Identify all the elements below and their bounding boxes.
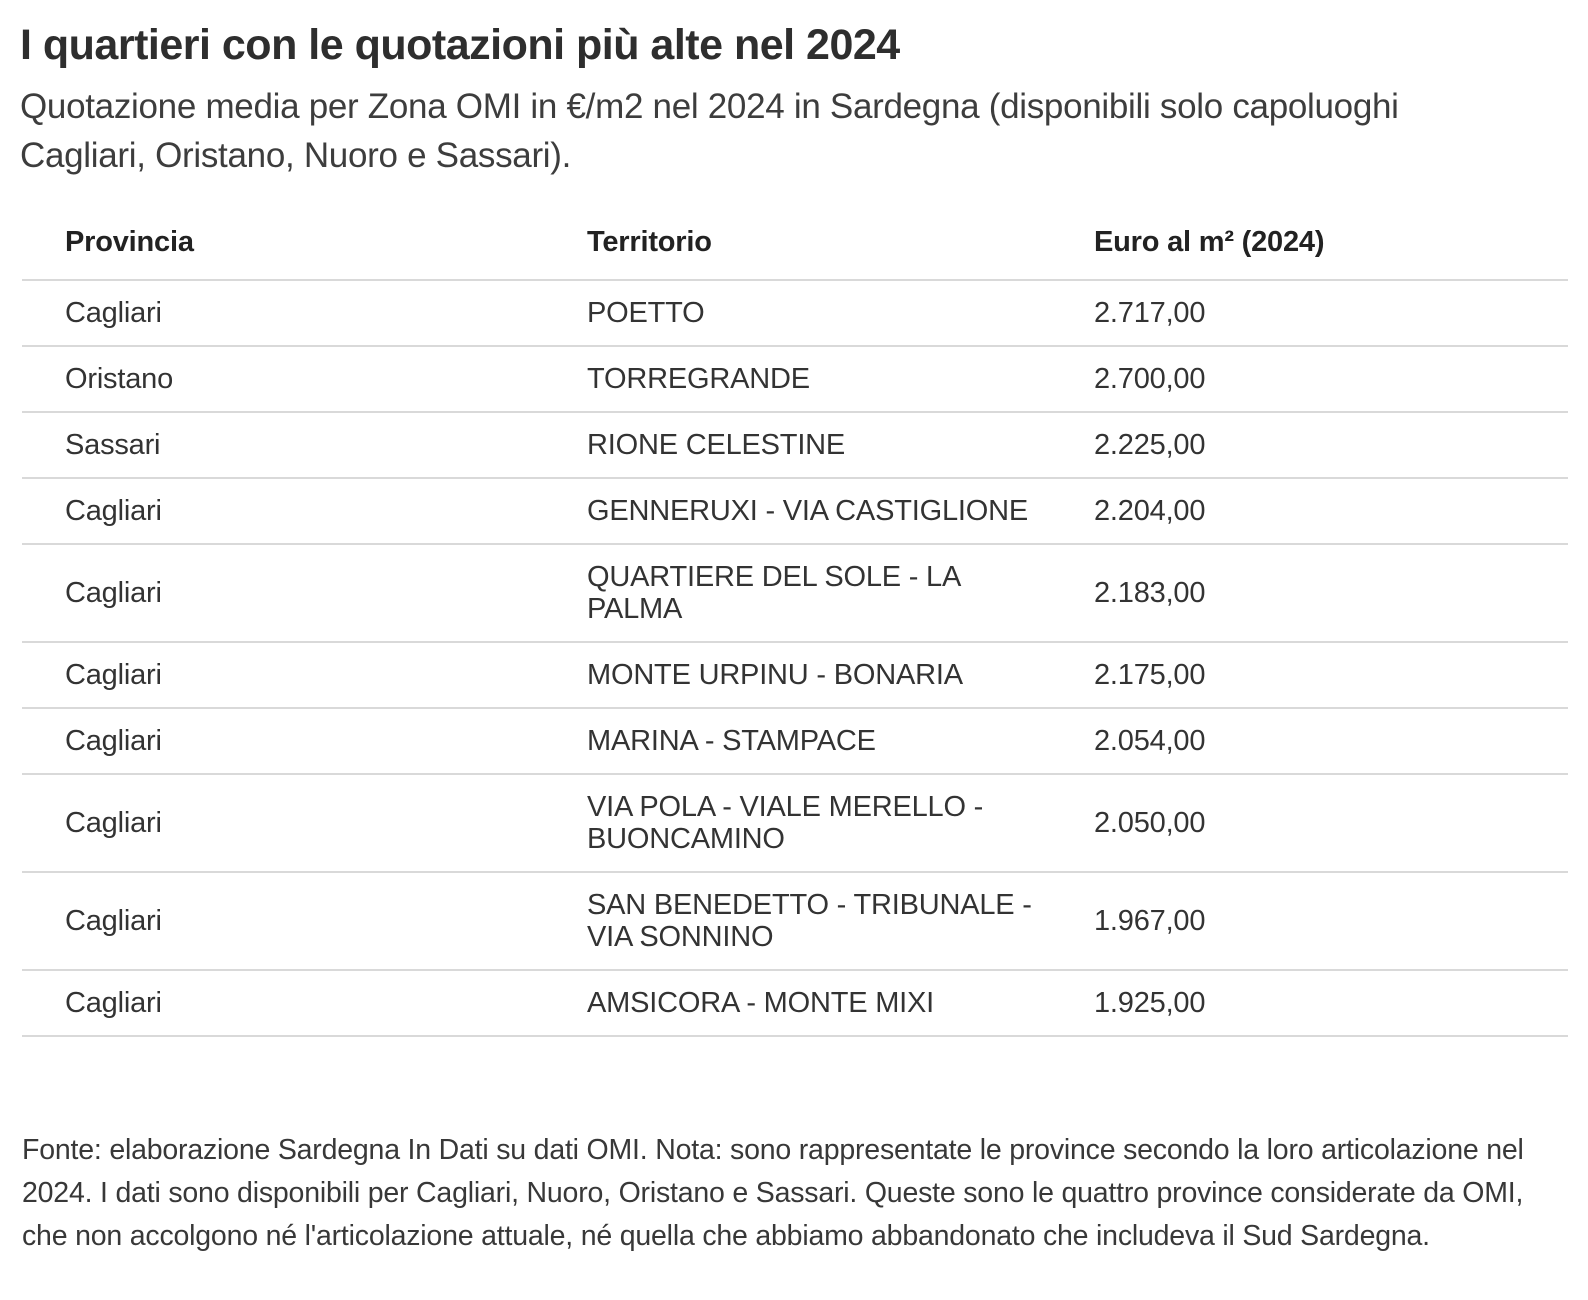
cell-provincia: Cagliari (65, 658, 162, 691)
cell-territorio: RIONE CELESTINE (587, 428, 846, 461)
cell-territorio: MONTE URPINU - BONARIA (587, 658, 963, 691)
cell-euro-m2: 2.054,00 (1094, 724, 1206, 757)
table-row: Cagliari POETTO 2.717,00 (22, 281, 1568, 347)
page-container: I quartieri con le quotazioni più alte n… (20, 21, 1568, 1252)
cell-territorio: VIA POLA - VIALE MERELLO - BUONCAMINO (587, 790, 984, 855)
cell-euro-m2: 2.717,00 (1094, 296, 1206, 329)
cell-euro-m2: 2.204,00 (1094, 494, 1206, 527)
cell-territorio: QUARTIERE DEL SOLE - LA PALMA (587, 560, 960, 625)
cell-provincia: Cagliari (65, 724, 162, 757)
table-row: Cagliari QUARTIERE DEL SOLE - LA PALMA 2… (22, 545, 1568, 643)
cell-euro-m2: 1.967,00 (1094, 904, 1206, 937)
table-row: Cagliari MONTE URPINU - BONARIA 2.175,00 (22, 643, 1568, 709)
column-header-euro-m2: Euro al m² (2024) (1094, 225, 1325, 258)
cell-territorio: GENNERUXI - VIA CASTIGLIONE (587, 494, 1028, 527)
cell-euro-m2: 2.175,00 (1094, 658, 1206, 691)
cell-territorio: MARINA - STAMPACE (587, 724, 876, 757)
source-note: Fonte: elaborazione Sardegna In Dati su … (22, 1133, 1524, 1252)
cell-provincia: Cagliari (65, 806, 162, 839)
table-row: Cagliari SAN BENEDETTO - TRIBUNALE - VIA… (22, 873, 1568, 971)
column-header-provincia: Provincia (65, 225, 194, 258)
cell-territorio: TORREGRANDE (587, 362, 810, 395)
cell-euro-m2: 2.700,00 (1094, 362, 1206, 395)
column-header-territorio: Territorio (587, 225, 712, 258)
page-title: I quartieri con le quotazioni più alte n… (20, 21, 900, 69)
cell-provincia: Oristano (65, 362, 173, 395)
table-row: Cagliari GENNERUXI - VIA CASTIGLIONE 2.2… (22, 479, 1568, 545)
cell-provincia: Cagliari (65, 494, 162, 527)
cell-territorio: SAN BENEDETTO - TRIBUNALE - VIA SONNINO (587, 888, 1032, 953)
table-row: Cagliari AMSICORA - MONTE MIXI 1.925,00 (22, 971, 1568, 1037)
table-row: Cagliari MARINA - STAMPACE 2.054,00 (22, 709, 1568, 775)
cell-euro-m2: 2.225,00 (1094, 428, 1206, 461)
cell-euro-m2: 2.050,00 (1094, 806, 1206, 839)
cell-provincia: Cagliari (65, 296, 162, 329)
table-row: Sassari RIONE CELESTINE 2.225,00 (22, 413, 1568, 479)
table-row: Cagliari VIA POLA - VIALE MERELLO - BUON… (22, 775, 1568, 873)
table-row: Oristano TORREGRANDE 2.700,00 (22, 347, 1568, 413)
cell-euro-m2: 1.925,00 (1094, 986, 1206, 1019)
table-header-row: Provincia Territorio Euro al m² (2024) (22, 214, 1568, 281)
cell-provincia: Cagliari (65, 576, 162, 609)
cell-provincia: Cagliari (65, 986, 162, 1019)
page-subtitle: Quotazione media per Zona OMI in €/m2 ne… (20, 87, 1399, 175)
cell-territorio: AMSICORA - MONTE MIXI (587, 986, 935, 1019)
cell-provincia: Cagliari (65, 904, 162, 937)
cell-provincia: Sassari (65, 428, 161, 461)
cell-territorio: POETTO (587, 296, 705, 329)
quotations-table: Provincia Territorio Euro al m² (2024) C… (22, 214, 1568, 1037)
cell-euro-m2: 2.183,00 (1094, 576, 1206, 609)
